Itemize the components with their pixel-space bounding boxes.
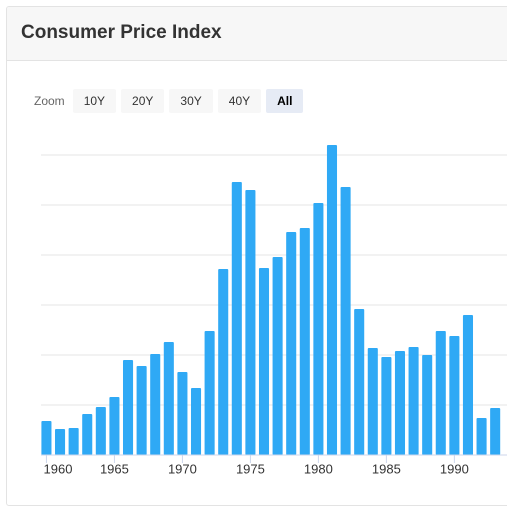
x-tick-label: 1980 [304,461,333,476]
x-tick-label: 1965 [100,461,129,476]
bar [190,388,202,455]
zoom-button[interactable]: 20Y [121,89,165,113]
bar [354,309,365,455]
bar [68,428,79,455]
bar [55,429,66,455]
bar [109,397,120,455]
bar [177,372,188,455]
x-tick-label: 1990 [440,461,469,476]
bar [41,421,52,455]
zoom-button[interactable]: 10Y [72,89,117,113]
bar [122,360,134,455]
zoom-button[interactable]: 30Y [169,89,213,113]
bar [367,348,378,455]
bar [95,407,106,455]
x-tick-label: 1975 [236,461,265,476]
bar [490,408,501,455]
panel-title: Consumer Price Index [7,7,507,61]
bar [150,354,161,455]
bar [136,366,147,455]
bar [231,182,242,455]
bar [476,418,487,455]
bar [163,342,174,455]
zoom-bar: Zoom 10Y 20Y 30Y 40Y All [34,89,308,113]
x-tick-label: 1985 [372,461,401,476]
x-tick-label: 1960 [44,461,73,476]
bar [340,187,351,455]
bar [272,257,283,455]
bar [218,269,229,455]
bar [245,190,256,455]
zoom-button[interactable]: 40Y [217,89,262,113]
bar [435,331,446,455]
panel: Consumer Price Index [6,6,507,506]
bar [381,357,392,455]
page: {"ui": {"zoom_label": "Zoom", "zoom_butt… [6,6,507,506]
bar [286,232,297,455]
bar [422,355,433,455]
bar [204,331,215,455]
bar [299,228,310,455]
bar [326,145,338,455]
bar [394,351,406,455]
bar [408,347,419,455]
zoom-label: Zoom [34,94,65,108]
chart: 1960 1965 1970 1975 1980 1985 1990 [41,145,507,476]
bar [462,315,474,455]
bar [313,203,324,455]
zoom-button[interactable]: All [266,89,304,113]
x-tick-label: 1970 [168,461,197,476]
bar [258,268,270,455]
bar [449,336,460,455]
bar [82,414,93,455]
